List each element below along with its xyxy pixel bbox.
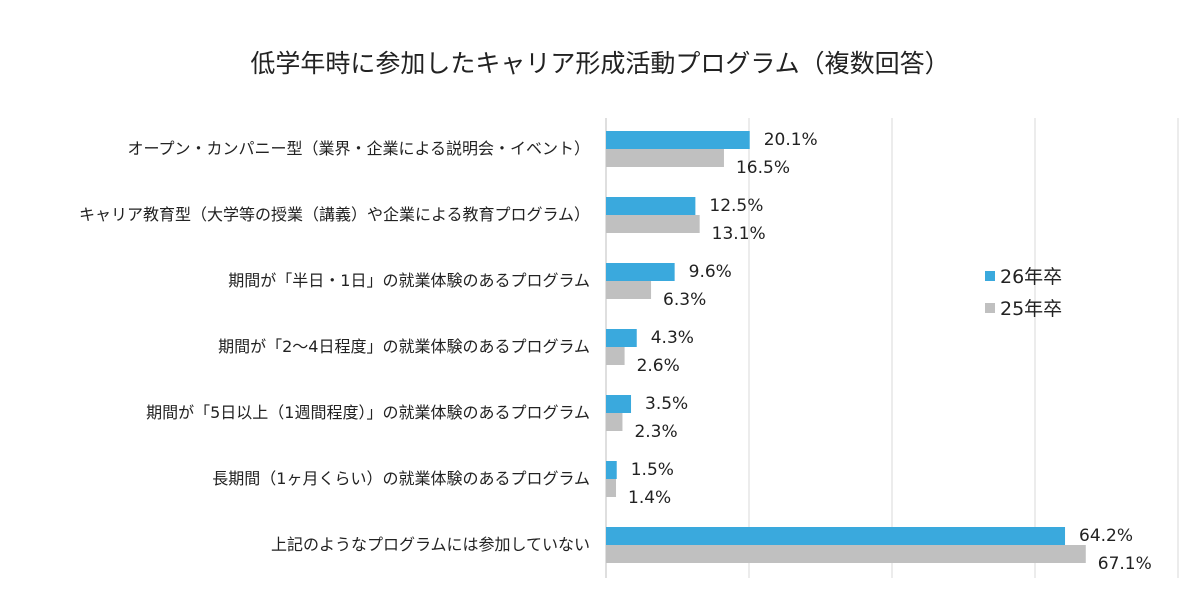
- category-label: 長期間（1ヶ月くらい）の就業体験のあるプログラム: [212, 469, 590, 488]
- value-label: 9.6%: [689, 262, 732, 282]
- value-label: 1.4%: [628, 488, 671, 508]
- bar-series-1: [606, 329, 637, 347]
- value-label: 2.6%: [637, 356, 680, 376]
- value-label: 1.5%: [631, 460, 674, 480]
- category-label: 期間が「2～4日程度」の就業体験のあるプログラム: [218, 337, 590, 356]
- value-label: 3.5%: [645, 394, 688, 414]
- bar-series-2: [606, 149, 724, 167]
- bar-series-2: [606, 215, 700, 233]
- value-label: 64.2%: [1079, 526, 1133, 546]
- category-labels: オープン・カンパニー型（業界・企業による説明会・イベント） キャリア教育型（大学等…: [79, 139, 590, 554]
- bar-series-2: [606, 347, 625, 365]
- category-label: 上記のようなプログラムには参加していない: [271, 535, 590, 554]
- bar-series-2: [606, 545, 1086, 563]
- gridlines: [605, 118, 1179, 578]
- bar-series-1: [606, 461, 617, 479]
- bar-series-1: [606, 395, 632, 413]
- legend-label: 25年卒: [1000, 298, 1062, 320]
- bar-series-1: [606, 527, 1066, 545]
- category-label: 期間が「半日・1日」の就業体験のあるプログラム: [228, 271, 590, 290]
- bars: [606, 131, 1086, 563]
- bar-series-2: [606, 413, 623, 431]
- bar-series-1: [606, 197, 696, 215]
- value-label: 6.3%: [663, 290, 706, 310]
- legend-swatch: [985, 303, 995, 313]
- value-label: 4.3%: [651, 328, 694, 348]
- legend-label: 26年卒: [1000, 266, 1062, 288]
- value-label: 20.1%: [764, 130, 818, 150]
- value-label: 67.1%: [1098, 554, 1152, 574]
- value-label: 2.3%: [634, 422, 677, 442]
- chart-title: 低学年時に参加したキャリア形成活動プログラム（複数回答）: [250, 49, 949, 78]
- bar-series-1: [606, 263, 675, 281]
- value-label: 12.5%: [709, 196, 763, 216]
- category-label: オープン・カンパニー型（業界・企業による説明会・イベント）: [127, 139, 590, 158]
- category-label: 期間が「5日以上（1週間程度）」の就業体験のあるプログラム: [146, 403, 590, 422]
- value-labels: 20.1% 16.5% 12.5% 13.1% 9.6% 6.3% 4.3% 2.6% 3.5%…: [628, 130, 1152, 574]
- value-label: 13.1%: [712, 224, 766, 244]
- legend: 26年卒 25年卒: [985, 266, 1062, 320]
- value-label: 16.5%: [736, 158, 790, 178]
- bar-series-2: [606, 479, 617, 497]
- legend-swatch: [985, 271, 995, 281]
- bar-series-1: [606, 131, 750, 149]
- category-label: キャリア教育型（大学等の授業（講義）や企業による教育プログラム）: [79, 205, 590, 224]
- bar-series-2: [606, 281, 652, 299]
